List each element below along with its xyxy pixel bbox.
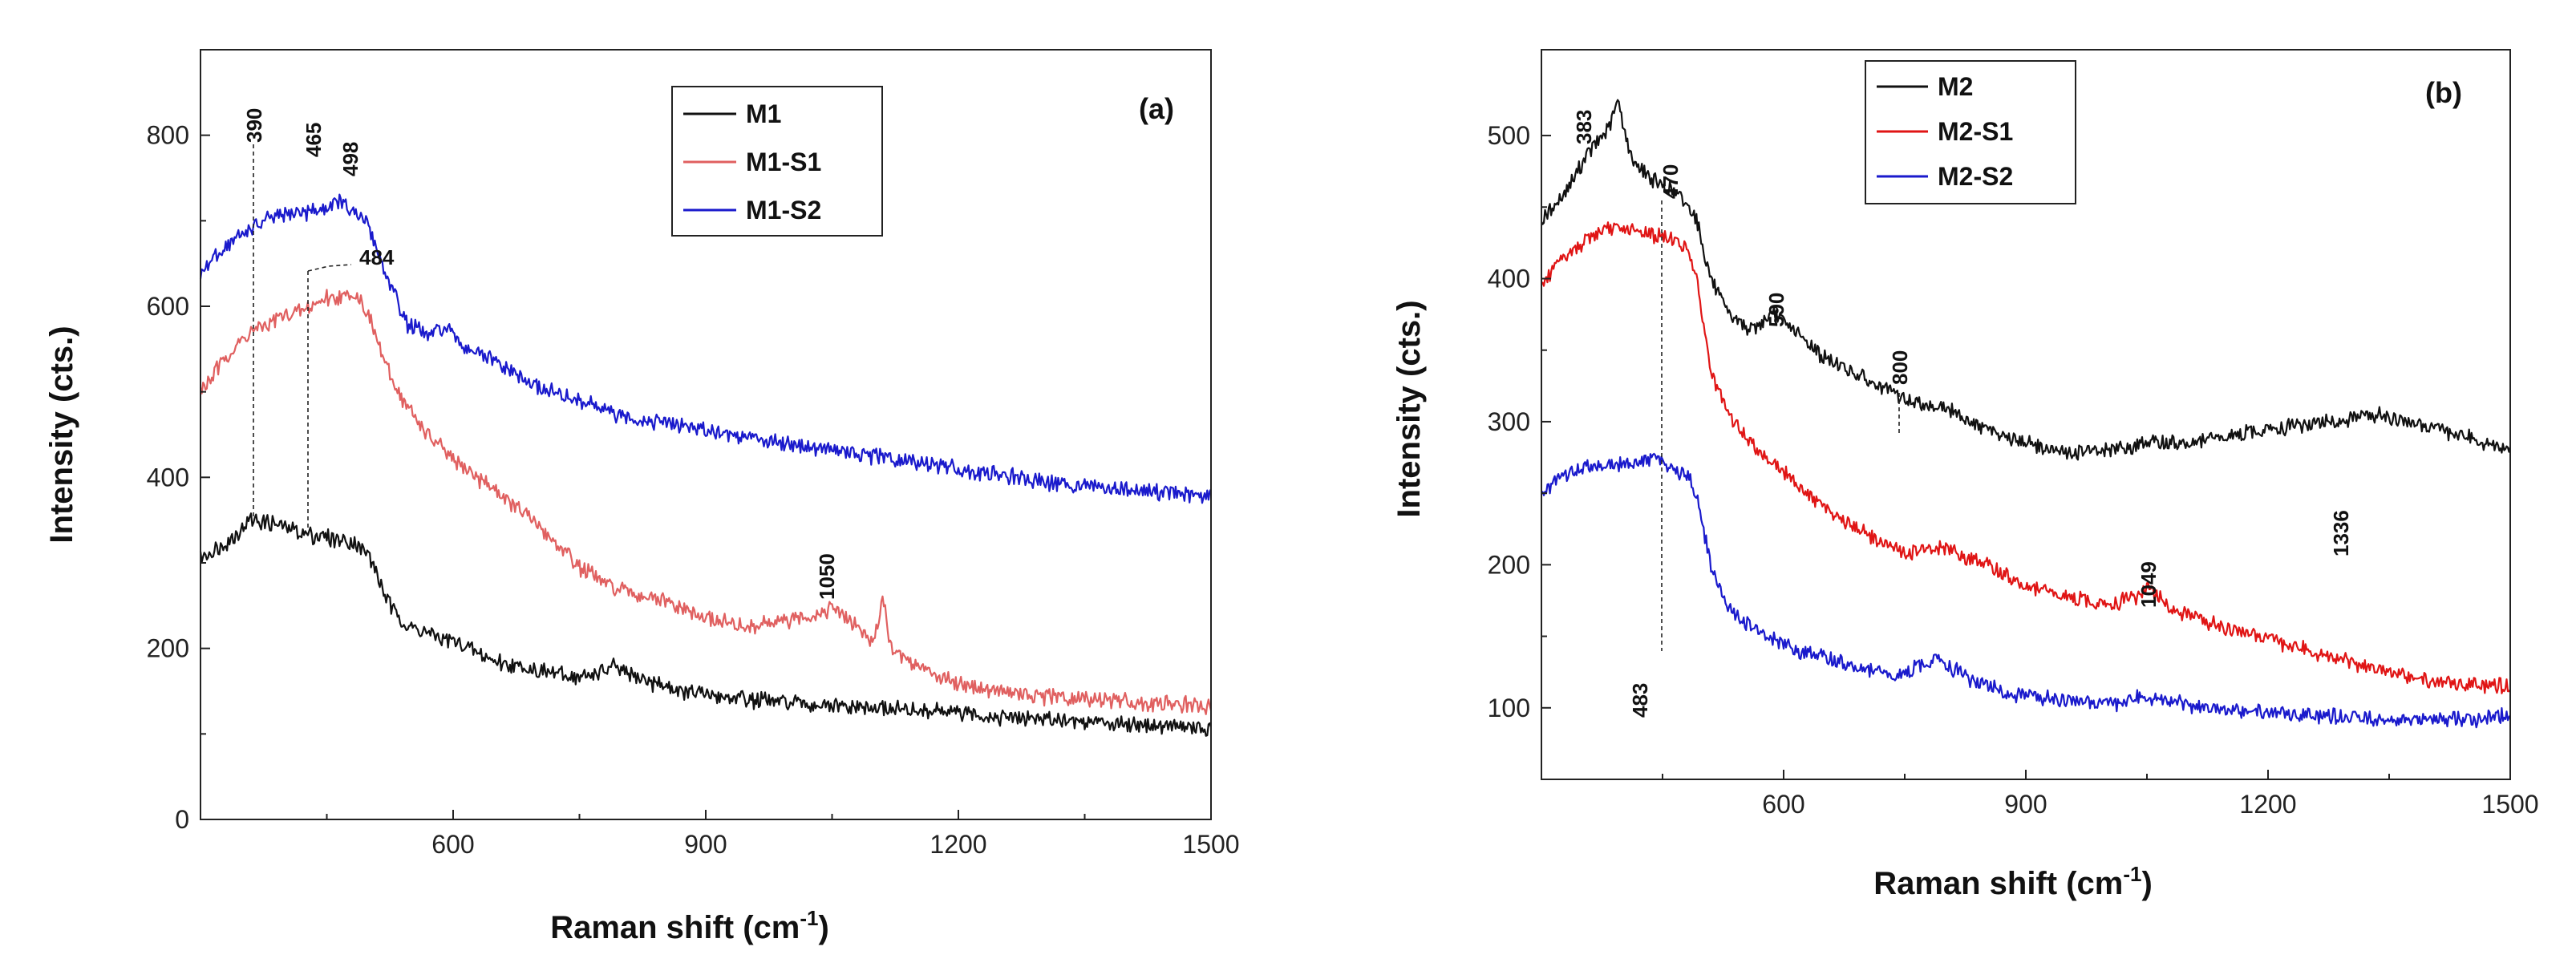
panel-a-xlabel-sup: -1 — [800, 906, 818, 930]
series-line-m1-s1 — [199, 289, 1213, 715]
panel-b: 600 900 1200 1500 100 200 300 400 500 Intensity … — [1391, 49, 2539, 901]
panel-a: 600 900 1200 1500 0 200 400 600 800 Intensity (c… — [44, 49, 1240, 945]
x-tick-label-a-900: 900 — [684, 830, 727, 859]
panel-a-label: (a) — [1139, 92, 1174, 125]
panel-a-xlabel-close: ) — [818, 910, 828, 945]
x-tick-label-a-1200: 1200 — [930, 830, 986, 859]
series-line-m2-s1 — [1541, 221, 2511, 694]
annot-b-1336: 1336 — [2329, 510, 2353, 556]
y-tick-label-b-100: 100 — [1488, 694, 1530, 722]
annot-a-484: 484 — [359, 245, 395, 269]
panel-a-series — [199, 193, 1213, 737]
legend-label-m2-s2: M2-S2 — [1938, 162, 2013, 191]
series-line-m1 — [199, 512, 1213, 737]
panel-b-xlabel-close: ) — [2141, 866, 2152, 901]
x-tick-label-b-600: 600 — [1762, 790, 1804, 819]
series-line-m2-s2 — [1541, 452, 2511, 729]
annot-b-1049: 1049 — [2137, 561, 2161, 608]
panel-b-label: (b) — [2425, 76, 2462, 109]
panel-b-ylabel: Intensity (cts.) — [1391, 300, 1427, 517]
panel-b-ticks: 600 900 1200 1500 100 200 300 400 500 — [1488, 121, 2539, 819]
panel-b-xlabel: Raman shift (cm — [1873, 866, 2123, 901]
annot-b-800: 800 — [1888, 350, 1912, 385]
y-tick-label-a-600: 600 — [147, 292, 189, 321]
y-tick-label-a-400: 400 — [147, 463, 189, 492]
annot-b-590: 590 — [1764, 293, 1788, 327]
annot-b-383: 383 — [1572, 110, 1596, 144]
panel-a-xlabel-group: Raman shift (cm-1) — [550, 906, 829, 945]
annot-b-470: 470 — [1659, 164, 1683, 199]
panel-a-ylabel: Intensity (cts.) — [44, 326, 79, 543]
legend-label-m2-s1: M2-S1 — [1938, 117, 2013, 146]
guide-a-484-leader — [307, 264, 352, 272]
legend-label-m1: M1 — [746, 99, 781, 128]
legend-label-m2: M2 — [1938, 72, 1973, 101]
series-line-m1-s2 — [199, 193, 1212, 504]
annot-a-465: 465 — [302, 123, 326, 157]
x-tick-label-b-1200: 1200 — [2239, 790, 2296, 819]
x-tick-label-a-600: 600 — [431, 830, 474, 859]
y-tick-label-a-800: 800 — [147, 121, 189, 150]
legend-label-m1-s2: M1-S2 — [746, 196, 821, 225]
legend-label-m1-s1: M1-S1 — [746, 148, 821, 176]
x-tick-label-b-1500: 1500 — [2481, 790, 2538, 819]
x-tick-label-a-1500: 1500 — [1182, 830, 1239, 859]
y-tick-label-a-200: 200 — [147, 634, 189, 663]
y-tick-label-b-400: 400 — [1488, 264, 1530, 293]
panel-a-legend: M1 M1-S1 M1-S2 — [671, 86, 883, 237]
y-tick-label-b-500: 500 — [1488, 121, 1530, 150]
panel-b-series — [1541, 99, 2512, 729]
panel-b-legend: M2 M2-S1 M2-S2 — [1865, 60, 2076, 204]
y-tick-label-b-300: 300 — [1488, 407, 1530, 436]
series-line-m2 — [1541, 99, 2512, 461]
annot-a-390: 390 — [242, 108, 266, 143]
x-tick-label-b-900: 900 — [2004, 790, 2047, 819]
annot-a-498: 498 — [338, 142, 363, 176]
panel-a-ticks: 600 900 1200 1500 0 200 400 600 800 — [147, 121, 1240, 859]
y-tick-label-a-0: 0 — [175, 805, 189, 834]
panel-a-xlabel: Raman shift (cm — [550, 910, 800, 945]
panel-b-xlabel-sup: -1 — [2123, 862, 2141, 886]
panel-b-xlabel-group: Raman shift (cm-1) — [1873, 862, 2153, 901]
y-tick-label-b-200: 200 — [1488, 550, 1530, 579]
annot-b-483: 483 — [1628, 683, 1652, 718]
annot-a-1050: 1050 — [815, 553, 839, 600]
